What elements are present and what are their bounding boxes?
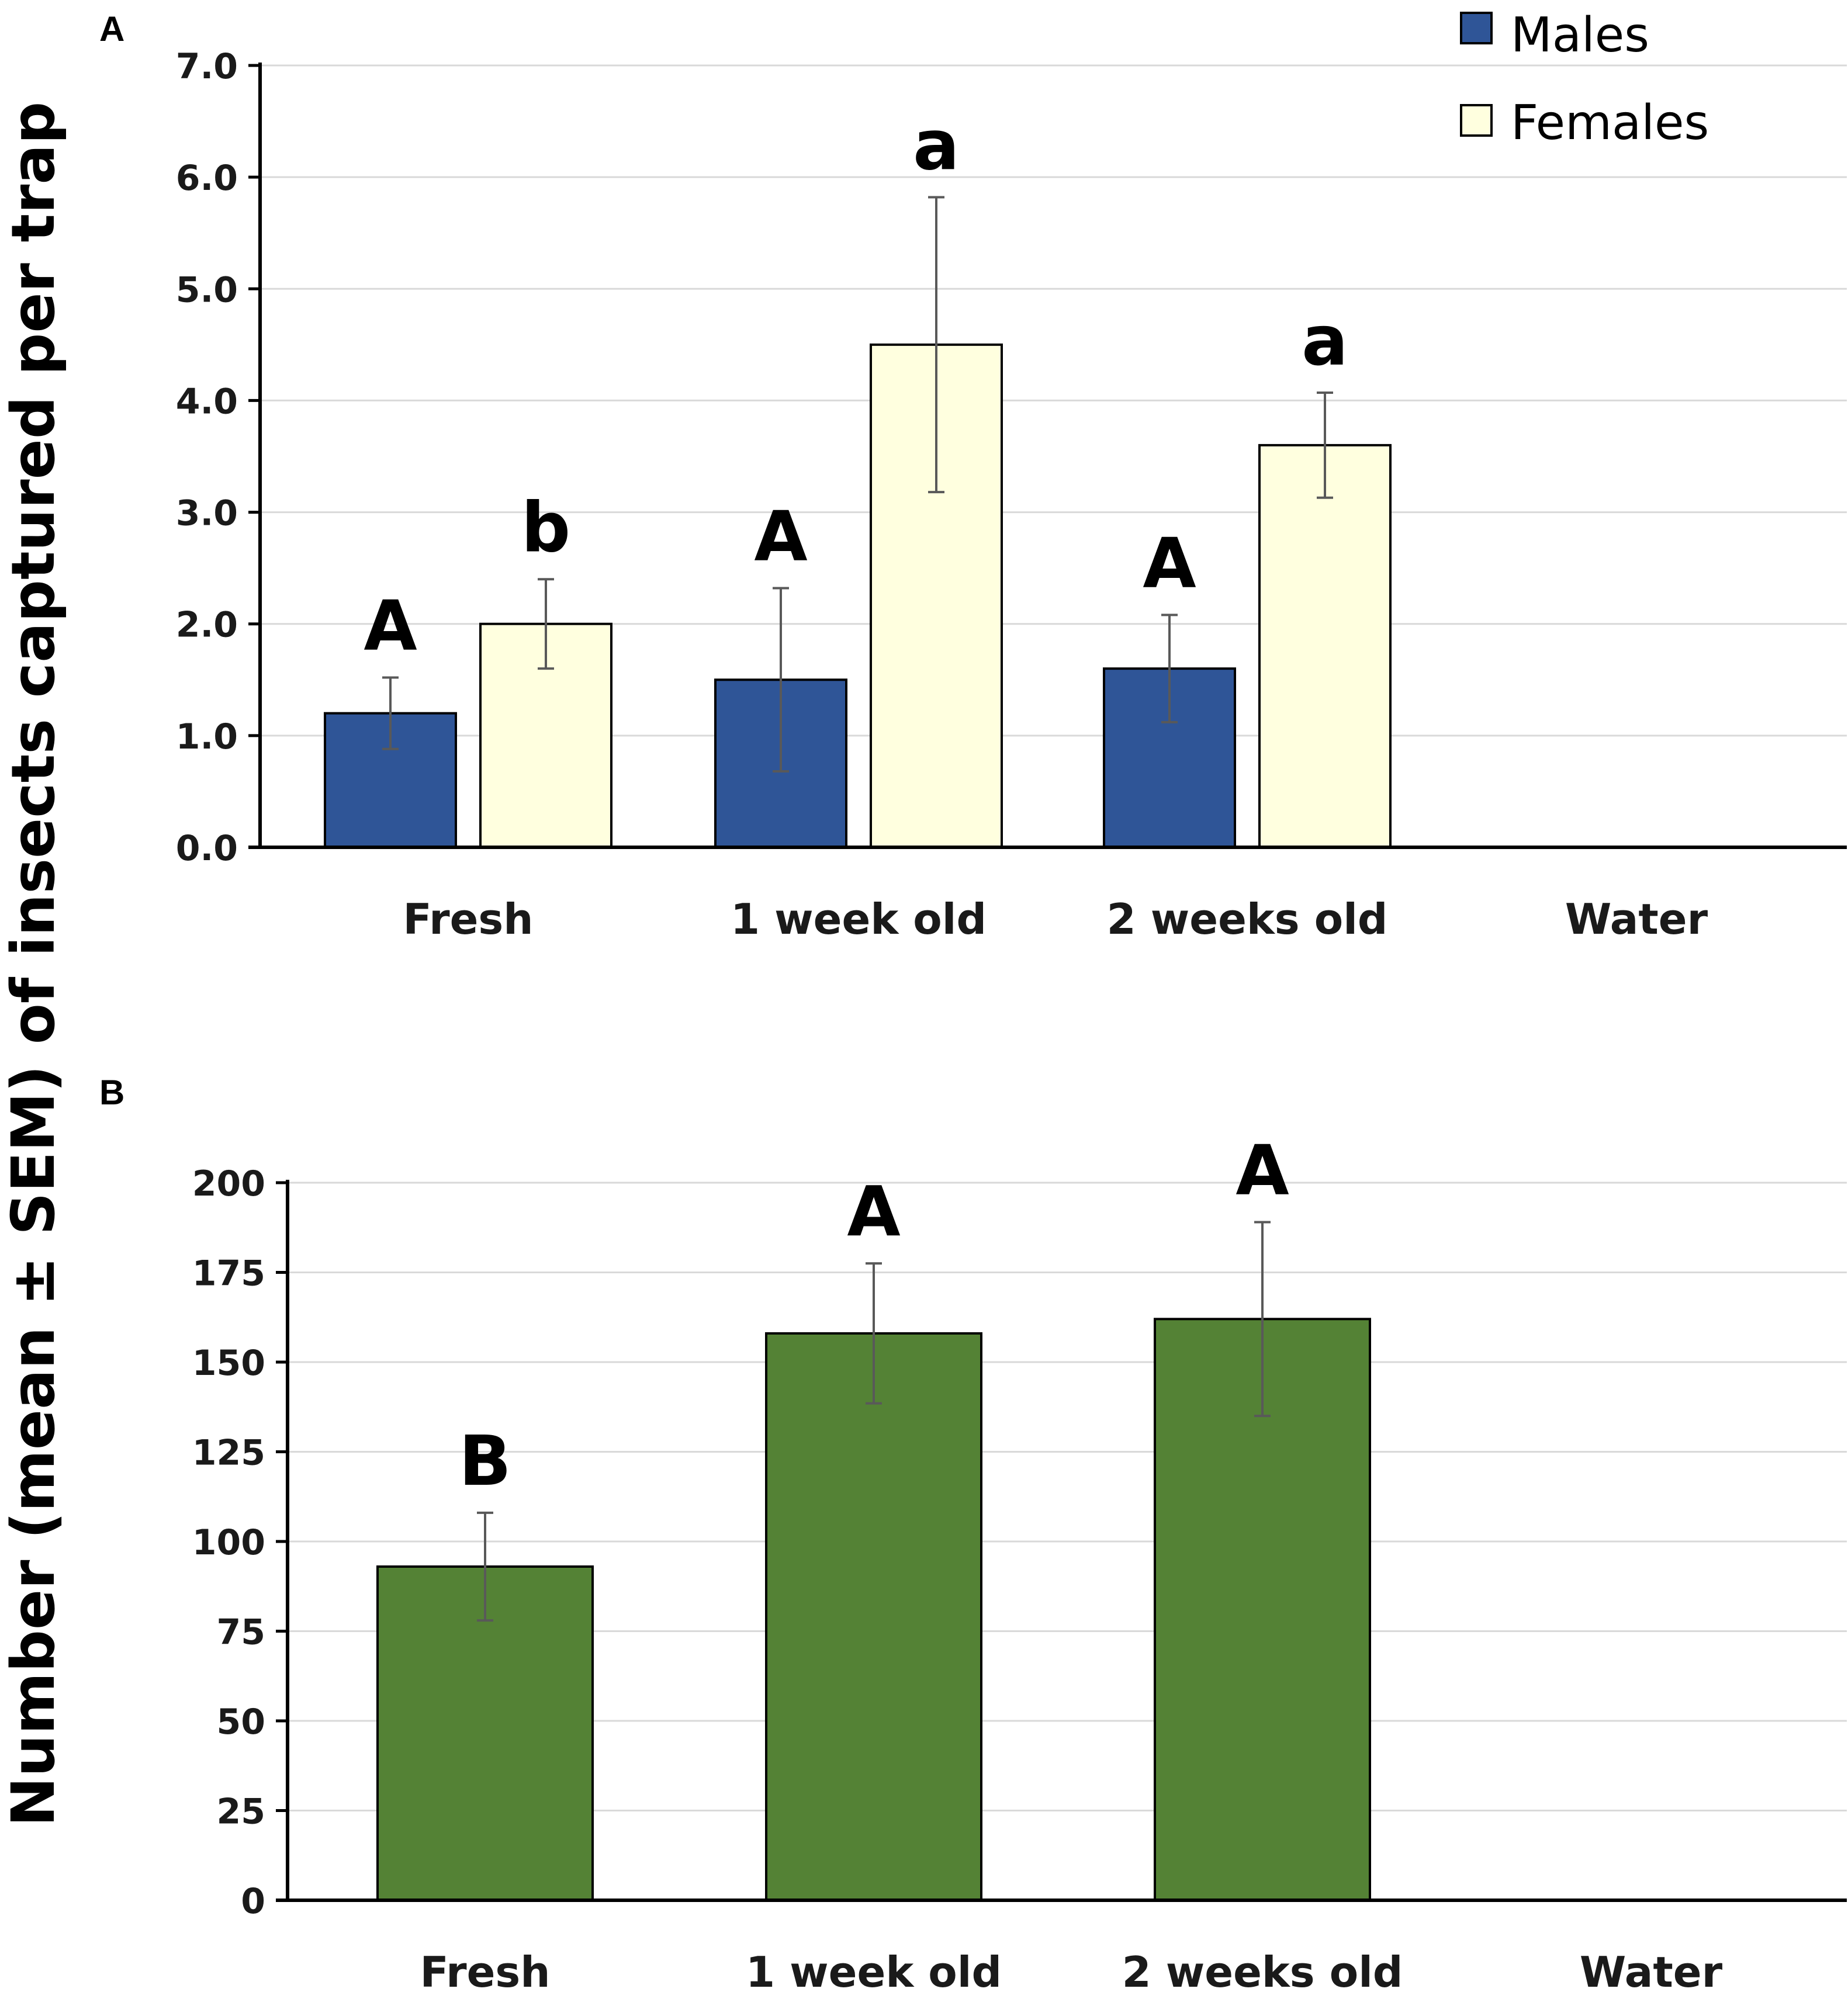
y-tick-label: 6.0: [176, 158, 238, 199]
x-tick-label: 1 week old: [731, 895, 987, 944]
bar: [376, 1565, 594, 1901]
y-tick-label: 25: [217, 1792, 266, 1832]
panel-a-axes: 0.0 1.0 2.0 3.0 4.0 5.0 6.0 7.0 Fresh 1 week old 2…: [176, 46, 1847, 944]
legend-label-males: Males: [1511, 8, 1649, 63]
y-tick-label: 125: [192, 1433, 265, 1474]
panel-a-legend: Males Females: [1460, 8, 1709, 151]
y-tick-label: 50: [217, 1702, 266, 1742]
y-tick-label: 7.0: [176, 46, 238, 87]
panel-b-letter: B: [99, 1073, 124, 1112]
significance-letter: A: [1143, 522, 1196, 603]
x-tick-label: Water: [1565, 895, 1708, 944]
panel-b-chart: B B A A 0 25 50 75 100 125 150 175 200 Fresh 1 week …: [99, 1073, 1847, 1992]
significance-letter: A: [754, 496, 807, 577]
panel-a-letter: A: [99, 9, 124, 48]
y-tick-label: 3.0: [176, 493, 238, 534]
significance-letter: a: [913, 105, 960, 186]
bar: [1258, 444, 1392, 848]
x-tick-label: 2 weeks old: [1107, 895, 1388, 944]
bar: [765, 1332, 982, 1901]
legend-swatch-females: [1460, 104, 1493, 137]
x-tick-label: Water: [1580, 1948, 1723, 1992]
significance-letter: A: [847, 1171, 900, 1252]
significance-letter: a: [1302, 300, 1348, 381]
significance-letter: A: [364, 585, 417, 666]
y-tick-label: 2.0: [176, 605, 238, 646]
legend-label-females: Females: [1511, 95, 1709, 151]
y-tick-label: 150: [192, 1343, 265, 1384]
legend-swatch-males: [1460, 12, 1493, 44]
y-tick-label: 175: [192, 1253, 265, 1294]
y-tick-label: 0.0: [176, 828, 238, 869]
y-tick-label: 100: [192, 1522, 265, 1563]
y-axis-label: Number (mean ± SEM) of insects captured …: [0, 102, 68, 1827]
y-tick-label: 200: [192, 1163, 265, 1204]
panel-b-axes: 0 25 50 75 100 125 150 175 200 Fresh 1 week old 2 w…: [192, 1163, 1847, 1992]
x-tick-label: 1 week old: [746, 1948, 1002, 1992]
x-tick-label: Fresh: [420, 1948, 550, 1992]
x-tick-label: Fresh: [403, 895, 533, 944]
y-tick-label: 1.0: [176, 716, 238, 757]
significance-letter: b: [521, 487, 570, 567]
significance-letter: A: [1236, 1130, 1289, 1211]
y-tick-label: 75: [217, 1612, 266, 1653]
significance-letter: B: [459, 1421, 511, 1501]
x-tick-label: 2 weeks old: [1122, 1948, 1403, 1992]
y-tick-label: 0: [241, 1881, 265, 1922]
y-tick-label: 4.0: [176, 381, 238, 422]
panel-a-chart: A A A Ab a a 0.0 1.0 2.0 3.0 4.0 5.0 6.0 7.0 Fresh 1 …: [99, 8, 1847, 944]
y-tick-label: 5.0: [176, 269, 238, 310]
panel-a-bars: A A Ab a a: [324, 105, 1392, 849]
panel-b-bars: B A A: [376, 1130, 1371, 1902]
